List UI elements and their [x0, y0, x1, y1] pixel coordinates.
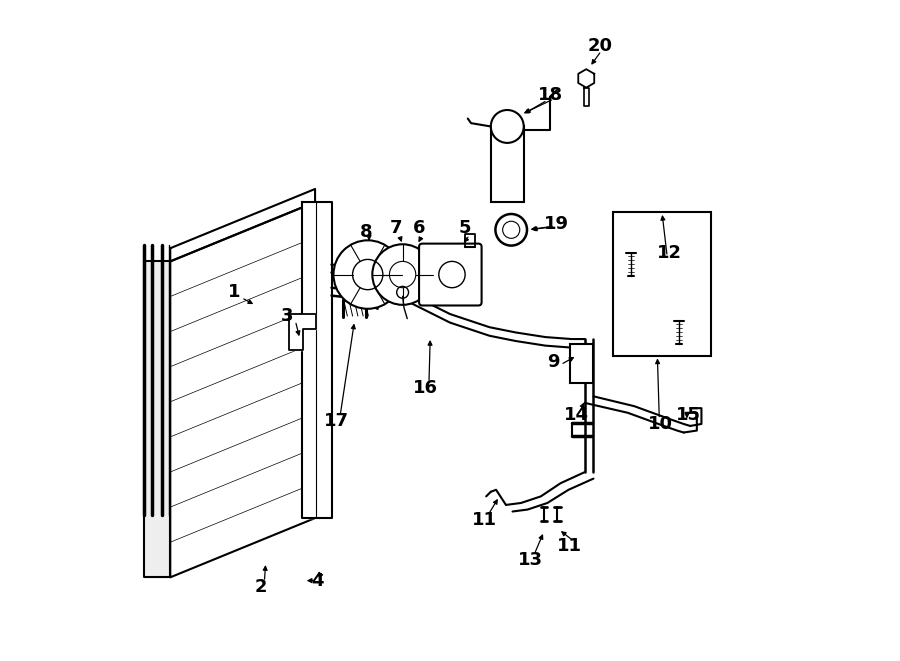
- Polygon shape: [302, 202, 331, 518]
- Polygon shape: [289, 314, 317, 350]
- Text: 16: 16: [412, 379, 437, 397]
- Circle shape: [495, 214, 527, 246]
- Polygon shape: [144, 261, 170, 577]
- Text: 4: 4: [310, 572, 323, 590]
- Text: 15: 15: [676, 406, 701, 424]
- Circle shape: [491, 110, 524, 143]
- Text: 20: 20: [588, 37, 613, 55]
- Text: 3: 3: [281, 307, 293, 325]
- Text: 14: 14: [564, 406, 589, 424]
- FancyBboxPatch shape: [419, 244, 482, 305]
- Text: 10: 10: [648, 415, 673, 433]
- Polygon shape: [170, 189, 315, 261]
- Text: 18: 18: [537, 86, 562, 104]
- Bar: [491, 126, 524, 202]
- Text: 11: 11: [472, 511, 497, 529]
- Polygon shape: [170, 202, 315, 577]
- Circle shape: [373, 245, 433, 305]
- Text: 13: 13: [518, 551, 543, 568]
- Text: 1: 1: [228, 284, 240, 301]
- Text: 2: 2: [254, 578, 266, 596]
- Text: 9: 9: [547, 353, 560, 371]
- Text: 12: 12: [657, 244, 681, 262]
- Text: 6: 6: [413, 219, 426, 237]
- Text: 11: 11: [557, 537, 582, 555]
- Bar: [613, 212, 711, 356]
- Bar: [570, 344, 593, 383]
- Text: 8: 8: [359, 223, 372, 241]
- Text: 5: 5: [459, 219, 472, 237]
- Text: 7: 7: [390, 219, 402, 237]
- Text: 19: 19: [544, 215, 569, 233]
- Polygon shape: [579, 69, 594, 88]
- Circle shape: [334, 241, 402, 309]
- Text: 17: 17: [324, 412, 349, 430]
